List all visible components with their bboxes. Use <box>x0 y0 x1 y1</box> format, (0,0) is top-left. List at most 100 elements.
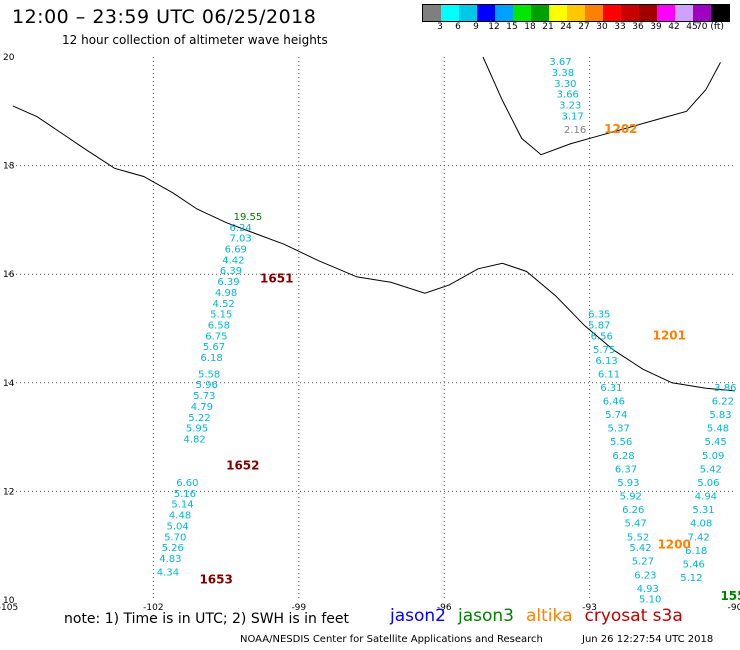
x-tick-label: -90 <box>728 603 740 613</box>
colorbar-label: 70 (ft) <box>696 22 724 32</box>
wave-value: 4.98 <box>215 288 237 299</box>
colorbar-label: 18 <box>524 22 536 32</box>
wave-value: 5.73 <box>193 391 215 402</box>
wave-value: 5.48 <box>707 424 729 435</box>
wave-value: 6.56 <box>591 331 613 342</box>
track-time-label: 1651 <box>260 271 293 285</box>
wave-value: 5.12 <box>680 573 702 584</box>
colorbar-swatch <box>621 5 639 21</box>
wave-value: 5.47 <box>625 519 647 530</box>
legend-jason2: jason2 <box>390 606 446 626</box>
colorbar-swatch <box>531 5 549 21</box>
wave-value: 5.92 <box>620 492 642 503</box>
wave-value: 5.26 <box>162 543 184 554</box>
colorbar-label: 9 <box>473 22 479 32</box>
wave-value: 5.83 <box>709 410 731 421</box>
wave-values: 19.556.247.036.694.426.396.394.984.525.1… <box>157 57 737 606</box>
x-tick-label: -96 <box>437 603 452 613</box>
wave-value: 5.37 <box>608 424 630 435</box>
wave-value: 6.37 <box>615 464 637 475</box>
wave-value: 5.45 <box>704 437 726 448</box>
colorbar-swatch <box>711 5 729 21</box>
colorbar-swatch <box>459 5 477 21</box>
wave-value: 5.46 <box>683 559 705 570</box>
colorbar-label: 6 <box>455 22 461 32</box>
wave-value: 3.23 <box>559 101 581 112</box>
wave-value: 4.79 <box>191 402 213 413</box>
colorbar-label: 42 <box>668 22 680 32</box>
y-tick-label: 14 <box>3 379 15 389</box>
wave-value: 6.13 <box>595 356 617 367</box>
track-time-label: 1652 <box>226 459 259 473</box>
wave-value: 2.16 <box>564 125 586 136</box>
wave-value: 6.58 <box>208 321 230 332</box>
wave-value: 6.35 <box>588 310 610 321</box>
x-tick-label: -102 <box>143 603 163 613</box>
y-tick-label: 16 <box>3 270 15 280</box>
legend-jason3: jason3 <box>458 606 514 626</box>
colorbar-swatch <box>495 5 513 21</box>
y-tick-label: 10 <box>3 596 15 606</box>
colorbar-swatch <box>513 5 531 21</box>
colorbar-label: 12 <box>488 22 500 32</box>
colorbar-label: 36 <box>632 22 644 32</box>
wave-value: 5.52 <box>627 532 649 543</box>
legend-cryosat-s3a: cryosat s3a <box>584 606 683 626</box>
track-time-label: 1201 <box>653 328 686 342</box>
wave-value: 6.26 <box>622 505 644 516</box>
coastline <box>12 56 736 392</box>
wave-value: 6.28 <box>612 451 634 462</box>
wave-value: 3.38 <box>552 68 574 79</box>
colorbar-label: 15 <box>506 22 518 32</box>
colorbar-label: 45 <box>686 22 698 32</box>
wave-value: 5.70 <box>164 532 186 543</box>
wave-value: 19.55 <box>234 212 263 223</box>
x-tick-label: -99 <box>291 603 306 613</box>
wave-value: 7.42 <box>688 532 710 543</box>
wave-value: 6.23 <box>634 570 656 581</box>
wave-value: 6.24 <box>230 223 252 234</box>
wave-value: 4.42 <box>222 255 244 266</box>
colorbar-swatch <box>657 5 675 21</box>
colorbar-label: 33 <box>614 22 626 32</box>
credit-text: NOAA/NESDIS Center for Satellite Applica… <box>240 634 543 645</box>
track-time-label: 1557 <box>720 589 740 603</box>
wave-value: 5.58 <box>198 369 220 380</box>
colorbar-label: 21 <box>542 22 554 32</box>
wave-value: 4.93 <box>637 584 659 595</box>
wave-value: 5.31 <box>692 505 714 516</box>
chart-title: 12:00 – 23:59 UTC 06/25/2018 <box>12 6 317 28</box>
track-time-label: 1202 <box>604 122 637 136</box>
coastline-gulf <box>482 56 721 156</box>
wave-value: 6.46 <box>603 397 625 408</box>
colorbar-label: 39 <box>650 22 662 32</box>
wave-value: 6.60 <box>176 478 198 489</box>
wave-value: 3.66 <box>557 90 579 101</box>
colorbar-swatch <box>603 5 621 21</box>
wave-value: 6.11 <box>598 369 620 380</box>
wave-value: 3.17 <box>562 111 584 122</box>
colorbar <box>422 4 730 22</box>
wave-value: 6.31 <box>600 383 622 394</box>
colorbar-swatch <box>549 5 567 21</box>
wave-value: 6.75 <box>205 331 227 342</box>
colorbar-swatch <box>585 5 603 21</box>
satellite-legend: jason2 jason3 altika cryosat s3a <box>390 606 695 626</box>
colorbar-swatch <box>441 5 459 21</box>
colorbar-swatch <box>675 5 693 21</box>
wave-value: 6.18 <box>200 353 222 364</box>
wave-value: 5.87 <box>588 321 610 332</box>
colorbar-label: 30 <box>596 22 608 32</box>
y-tick-label: 20 <box>3 53 15 63</box>
wave-value: 5.10 <box>639 595 661 606</box>
colorbar-swatch <box>567 5 585 21</box>
track-time-label: 1653 <box>199 573 232 587</box>
timestamp: Jun 26 12:27:54 UTC 2018 <box>582 634 714 645</box>
wave-value: 4.94 <box>695 492 717 503</box>
wave-value: 5.27 <box>632 557 654 568</box>
wave-value: 3.67 <box>549 57 571 68</box>
wave-value: 5.06 <box>697 478 719 489</box>
colorbar-labels: 3 6 9 12 15 18 21 24 27 30 33 36 39 42 45 70 (ft) <box>420 22 740 34</box>
wave-value: 5.42 <box>629 543 651 554</box>
